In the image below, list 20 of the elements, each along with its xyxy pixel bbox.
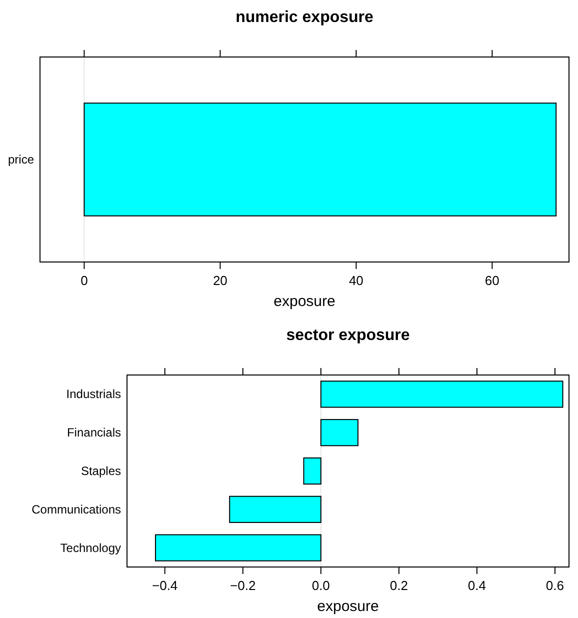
x-tick-label: 0 [80,273,88,288]
y-tick-label: Technology [60,540,121,555]
x-tick-label: 0.0 [312,578,330,593]
x-tick-label: 0.6 [546,578,564,593]
y-tick-label: Communications [32,502,121,516]
x-axis-title: exposure [317,598,379,615]
chart-title: sector exposure [286,327,410,344]
x-tick-label: 60 [484,273,500,288]
y-tick-label: price [8,152,34,166]
x-tick-label: 0.4 [468,578,486,593]
x-tick-label: 40 [348,273,364,288]
y-tick-label: Financials [66,426,121,440]
x-axis-title: exposure [274,293,336,310]
y-tick-label: Industrials [66,387,121,402]
x-tick-label: 0.2 [390,578,408,593]
x-tick-label: −0.4 [152,578,178,593]
x-tick-label: 20 [212,273,228,288]
x-tick-label: −0.2 [230,578,256,593]
chart-title: numeric exposure [236,9,374,26]
y-tick-label: Staples [80,464,121,478]
